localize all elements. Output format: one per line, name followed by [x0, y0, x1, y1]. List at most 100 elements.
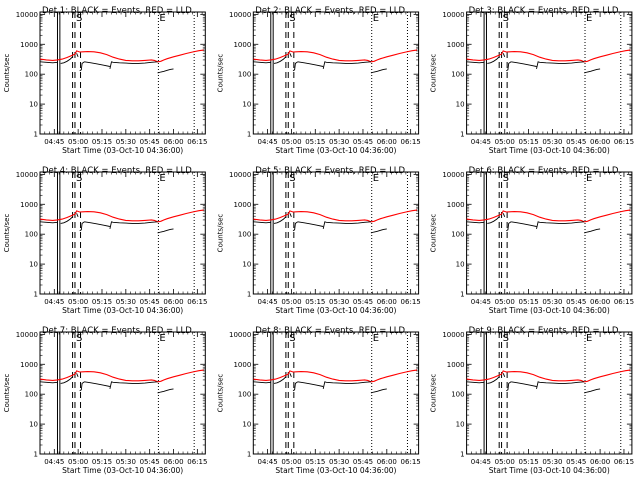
series-line-lld: [253, 209, 418, 223]
x-tick-label: 04:45: [44, 458, 64, 466]
x-tick-label: 05:15: [518, 138, 538, 146]
y-tick-label: 1000: [20, 361, 38, 369]
x-tick-label: 05:45: [353, 298, 373, 306]
x-tick-label: 04:45: [471, 138, 491, 146]
series-line-events: [297, 221, 324, 227]
series-line-events: [84, 381, 110, 387]
x-tick-label: 06:15: [187, 138, 207, 146]
y-tick-label: 1: [247, 451, 251, 459]
x-tick-label: 06:00: [590, 458, 610, 466]
series-line-events: [506, 221, 512, 232]
x-tick-label: 05:45: [140, 298, 160, 306]
series-line-events: [584, 228, 601, 234]
marker-label: E: [159, 173, 165, 184]
x-tick-label: 06:15: [187, 458, 207, 466]
x-tick-label: 05:00: [68, 138, 88, 146]
series-line-events: [79, 61, 85, 72]
x-tick-label: 05:45: [566, 458, 586, 466]
panel-title: Det 1: BLACK = Events, RED = LLD: [42, 6, 192, 16]
series-line-events: [273, 216, 287, 224]
x-tick-label: 05:30: [116, 458, 136, 466]
series-line-events: [157, 228, 174, 234]
x-tick-label: 06:00: [163, 138, 183, 146]
y-tick-label: 10: [456, 421, 465, 429]
x-tick-label: 06:00: [377, 458, 397, 466]
series-line-events: [536, 381, 585, 389]
series-line-events: [370, 228, 387, 234]
series-line-events: [502, 213, 506, 217]
x-tick-label: 05:00: [495, 458, 515, 466]
y-axis-label: Counts/sec: [216, 214, 224, 253]
y-tick-label: 1: [247, 131, 251, 139]
series-line-events: [584, 68, 601, 74]
y-tick-label: 100: [451, 71, 464, 79]
plot-frame: [252, 331, 420, 455]
y-axis-label: Counts/sec: [3, 54, 11, 93]
series-line-events: [60, 216, 73, 224]
x-tick-label: 05:00: [68, 458, 88, 466]
x-tick-label: 06:15: [401, 298, 421, 306]
plot-frame: [39, 11, 206, 135]
panel-title: Det 2: BLACK = Events, RED = LLD: [255, 6, 405, 16]
series-line-events: [79, 221, 85, 232]
series-line-events: [109, 61, 158, 69]
x-axis-label: Start Time (03-Oct-10 04:36:00): [489, 306, 610, 315]
series-line-events: [502, 373, 506, 377]
marker-label: S: [503, 173, 509, 184]
y-tick-label: 1: [34, 131, 38, 139]
series-line-events: [506, 61, 512, 72]
series-line-events: [292, 381, 299, 392]
series-line-events: [289, 53, 292, 57]
y-tick-label: 1: [460, 291, 464, 299]
panel-title: Det 3: BLACK = Events, RED = LLD: [469, 6, 619, 16]
marker-label: E: [586, 13, 592, 24]
series-line-events: [322, 381, 371, 389]
y-tick-label: 10: [242, 261, 251, 269]
x-axis-label: Start Time (03-Oct-10 04:36:00): [275, 146, 396, 155]
panel-title: Det 4: BLACK = Events, RED = LLD: [42, 166, 192, 176]
series-line-events: [39, 61, 58, 64]
y-tick-label: 10000: [229, 11, 251, 19]
x-tick-label: 04:45: [258, 458, 278, 466]
panel-2: Det 2: BLACK = Events, RED = LLD 1 10 100 10…: [216, 6, 420, 155]
x-tick-label: 05:45: [353, 458, 373, 466]
y-tick-label: 1000: [447, 201, 465, 209]
series-line-events: [506, 381, 512, 392]
y-axis-label: Counts/sec: [216, 374, 224, 413]
marker-label: S: [289, 173, 295, 184]
series-line-events: [292, 221, 299, 232]
series-line-events: [487, 216, 500, 224]
series-line-events: [584, 388, 601, 394]
series-line-events: [487, 56, 500, 64]
panel-title: Det 5: BLACK = Events, RED = LLD: [255, 166, 405, 176]
x-tick-label: 06:15: [614, 138, 634, 146]
x-axis-label: Start Time (03-Oct-10 04:36:00): [62, 146, 183, 155]
y-tick-label: 10000: [442, 331, 464, 339]
series-line-lld: [253, 369, 418, 383]
series-line-events: [76, 373, 79, 377]
x-tick-label: 06:00: [163, 458, 183, 466]
x-axis-label: Start Time (03-Oct-10 04:36:00): [62, 466, 183, 475]
series-line-events: [466, 381, 485, 384]
y-tick-label: 10: [456, 261, 465, 269]
x-tick-label: 05:15: [518, 458, 538, 466]
y-tick-label: 100: [238, 71, 251, 79]
x-tick-label: 05:15: [518, 298, 538, 306]
series-line-events: [297, 61, 324, 67]
panel-8: Det 8: BLACK = Events, RED = LLD 1 10 100 10…: [216, 326, 420, 475]
y-tick-label: 1: [34, 451, 38, 459]
y-tick-label: 10000: [16, 331, 38, 339]
x-tick-label: 06:00: [163, 298, 183, 306]
marker-label: E: [373, 173, 379, 184]
x-tick-label: 05:00: [281, 138, 301, 146]
y-tick-label: 1000: [233, 361, 251, 369]
marker-label: S: [76, 13, 82, 24]
series-line-events: [487, 376, 500, 384]
y-tick-label: 10: [242, 421, 251, 429]
x-tick-label: 04:45: [44, 298, 64, 306]
x-tick-label: 06:00: [377, 138, 397, 146]
series-line-events: [322, 221, 371, 229]
x-tick-label: 05:30: [116, 138, 136, 146]
series-line-lld: [466, 209, 631, 223]
marker-label: E: [373, 333, 379, 344]
